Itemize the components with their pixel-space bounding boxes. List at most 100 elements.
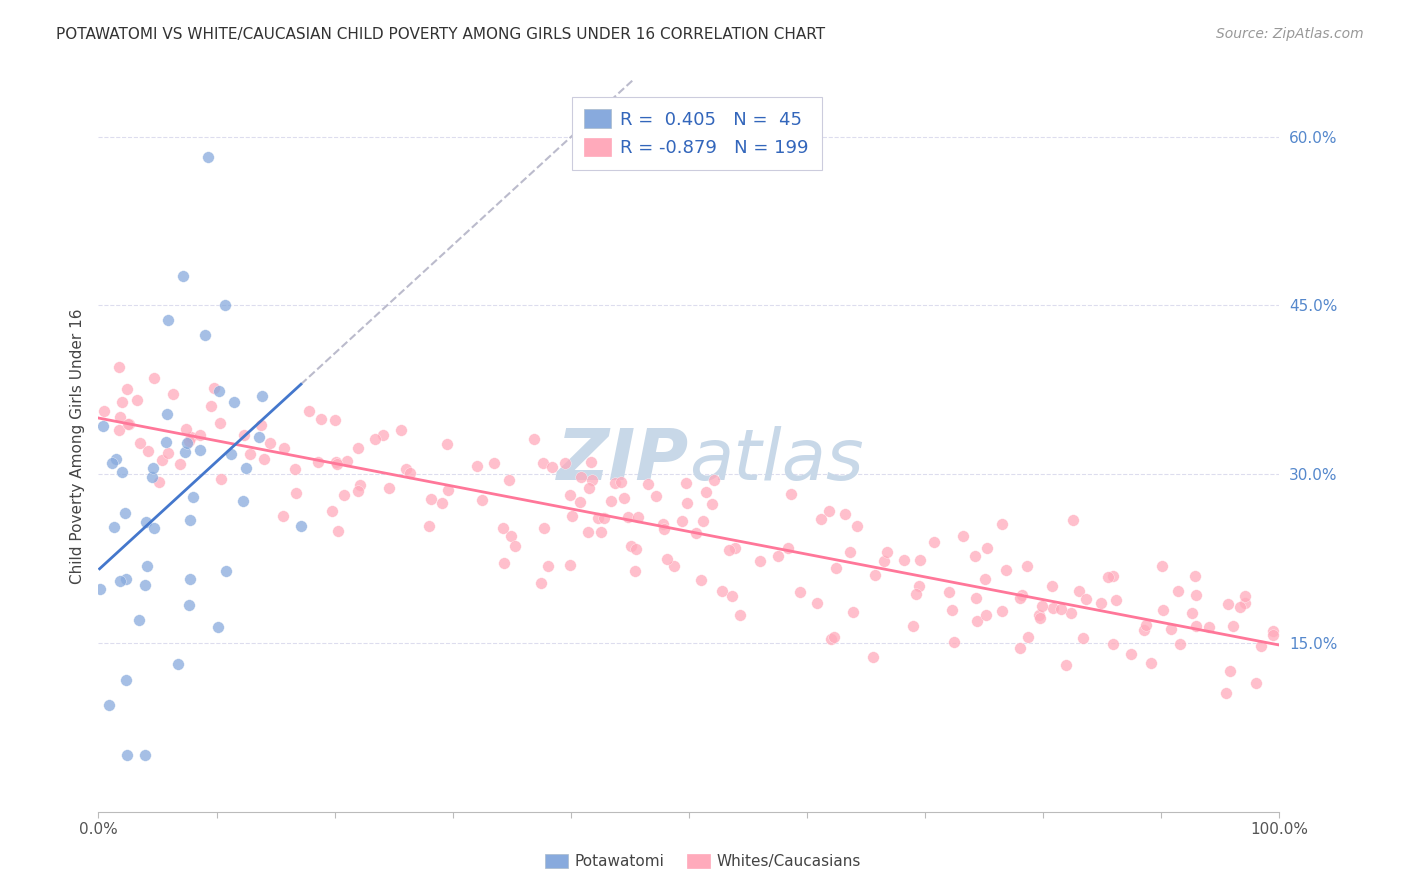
- Point: [1261, 624, 1284, 639]
- Point: [1181, 607, 1204, 621]
- Point: [298, 403, 321, 417]
- Point: [194, 327, 217, 342]
- Point: [128, 613, 150, 627]
- Point: [1040, 579, 1063, 593]
- Point: [995, 563, 1018, 577]
- Point: [465, 458, 488, 473]
- Point: [724, 541, 747, 555]
- Point: [907, 578, 929, 592]
- Point: [89, 582, 111, 597]
- Point: [336, 454, 359, 468]
- Point: [333, 487, 356, 501]
- Point: [976, 541, 998, 556]
- Point: [1028, 608, 1050, 623]
- Point: [569, 470, 592, 484]
- Point: [586, 511, 609, 525]
- Point: [108, 574, 131, 589]
- Point: [903, 618, 925, 632]
- Point: [346, 483, 368, 498]
- Point: [162, 386, 184, 401]
- Point: [1011, 588, 1033, 602]
- Point: [135, 558, 157, 573]
- Point: [893, 553, 915, 567]
- Point: [118, 417, 141, 431]
- Point: [1168, 637, 1191, 651]
- Point: [328, 524, 350, 538]
- Point: [271, 509, 294, 524]
- Point: [657, 552, 679, 566]
- Point: [823, 630, 845, 644]
- Point: [307, 455, 329, 469]
- Point: [105, 452, 128, 467]
- Point: [717, 542, 740, 557]
- Point: [637, 476, 659, 491]
- Point: [692, 514, 714, 528]
- Point: [97, 698, 120, 713]
- Point: [685, 526, 707, 541]
- Point: [1071, 631, 1094, 645]
- Point: [141, 470, 163, 484]
- Point: [250, 389, 273, 403]
- Point: [1028, 611, 1050, 625]
- Point: [250, 417, 273, 432]
- Point: [437, 483, 460, 497]
- Point: [820, 632, 842, 646]
- Point: [695, 484, 717, 499]
- Point: [748, 554, 770, 568]
- Point: [436, 437, 458, 451]
- Point: [965, 591, 987, 605]
- Point: [103, 520, 125, 534]
- Point: [471, 492, 494, 507]
- Point: [966, 614, 988, 628]
- Point: [1216, 597, 1239, 611]
- Point: [531, 456, 554, 470]
- Point: [501, 529, 523, 543]
- Point: [430, 496, 453, 510]
- Point: [179, 572, 201, 586]
- Point: [309, 412, 332, 426]
- Y-axis label: Child Poverty Among Girls Under 16: Child Poverty Among Girls Under 16: [69, 309, 84, 583]
- Point: [492, 521, 515, 535]
- Point: [156, 407, 179, 421]
- Point: [1246, 676, 1268, 690]
- Point: [624, 564, 647, 578]
- Point: [644, 489, 666, 503]
- Point: [115, 748, 138, 763]
- Point: [941, 602, 963, 616]
- Point: [155, 435, 177, 450]
- Point: [222, 395, 245, 409]
- Point: [1062, 513, 1084, 527]
- Point: [1067, 584, 1090, 599]
- Point: [215, 564, 238, 578]
- Point: [1101, 636, 1123, 650]
- Point: [179, 513, 201, 527]
- Point: [1184, 569, 1206, 583]
- Point: [865, 567, 887, 582]
- Point: [321, 504, 343, 518]
- Point: [613, 491, 636, 506]
- Point: [1229, 600, 1251, 615]
- Point: [214, 298, 236, 312]
- Point: [290, 519, 312, 533]
- Point: [533, 520, 555, 534]
- Point: [817, 503, 839, 517]
- Point: [1054, 658, 1077, 673]
- Point: [117, 417, 139, 431]
- Point: [952, 529, 974, 543]
- Point: [200, 399, 222, 413]
- Point: [420, 491, 443, 506]
- Point: [247, 430, 270, 444]
- Point: [834, 508, 856, 522]
- Point: [702, 497, 724, 511]
- Point: [1222, 619, 1244, 633]
- Point: [174, 444, 197, 458]
- Point: [235, 460, 257, 475]
- Point: [179, 598, 201, 612]
- Point: [93, 404, 115, 418]
- Text: ZIP: ZIP: [557, 426, 689, 495]
- Point: [523, 432, 546, 446]
- Point: [498, 473, 520, 487]
- Point: [134, 748, 156, 763]
- Point: [232, 428, 254, 442]
- Point: [129, 435, 152, 450]
